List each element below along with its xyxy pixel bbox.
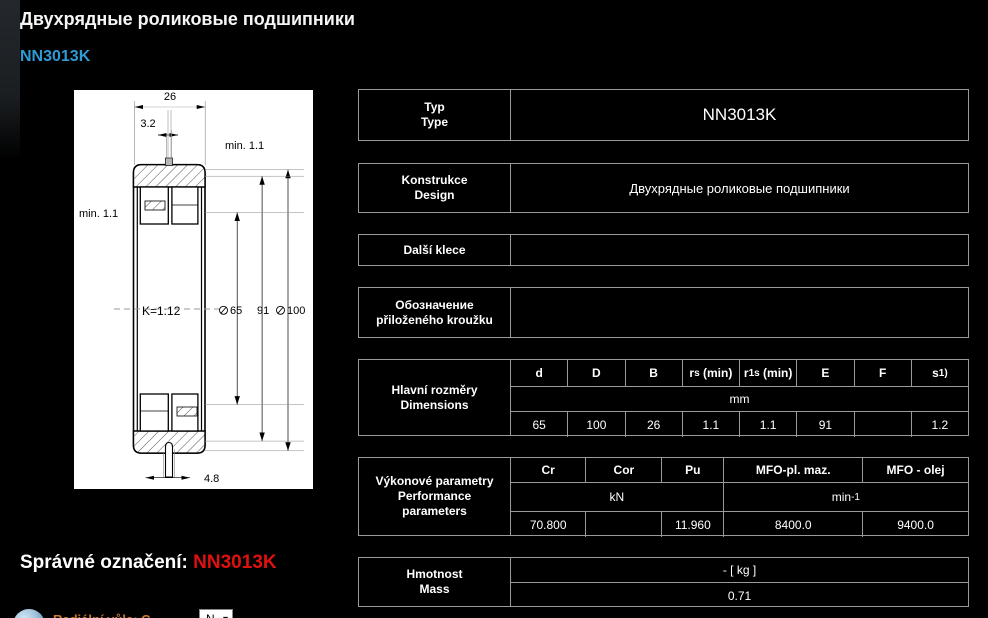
svg-text:91: 91 [257,305,269,317]
svg-text:min. 1.1: min. 1.1 [225,140,264,152]
svg-text:K=1:12: K=1:12 [142,304,181,318]
svg-text:min. 1.1: min. 1.1 [79,208,118,220]
svg-text:4.8: 4.8 [204,473,219,485]
svg-text:3.2: 3.2 [140,118,155,130]
svg-text:26: 26 [164,91,176,103]
svg-text:65: 65 [230,305,242,317]
svg-text:100: 100 [287,305,305,317]
